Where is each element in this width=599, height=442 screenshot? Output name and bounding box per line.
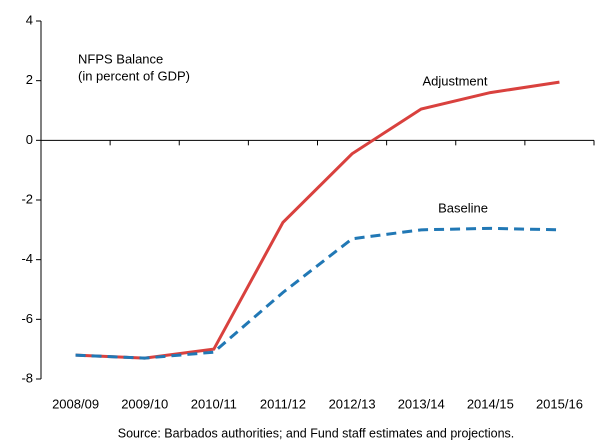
y-tick-label: 4 xyxy=(26,12,33,27)
x-tick-label: 2013/14 xyxy=(398,396,445,411)
series-label: Baseline xyxy=(438,200,488,215)
series-line xyxy=(75,80,560,360)
y-tick-label: -2 xyxy=(21,191,33,206)
x-tick-label: 2012/13 xyxy=(329,396,376,411)
series-line xyxy=(75,226,560,360)
series-label: Adjustment xyxy=(422,73,487,88)
y-tick-label: -4 xyxy=(21,251,33,266)
y-tick-label: 0 xyxy=(26,132,33,147)
y-tick-label: -8 xyxy=(21,370,33,385)
y-tick-label: -6 xyxy=(21,311,33,326)
x-tick-label: 2014/15 xyxy=(467,396,514,411)
x-tick-label: 2011/12 xyxy=(260,396,306,411)
annotation: (in percent of GDP) xyxy=(78,68,190,83)
x-tick-label: 2010/11 xyxy=(191,396,237,411)
annotation: NFPS Balance xyxy=(78,51,163,66)
x-tick-label: 2009/10 xyxy=(121,396,168,411)
source-note: Source: Barbados authorities; and Fund s… xyxy=(118,426,515,440)
x-tick-label: 2015/16 xyxy=(536,396,583,411)
x-tick-label: 2008/09 xyxy=(52,396,99,411)
y-tick-label: 2 xyxy=(26,72,33,87)
